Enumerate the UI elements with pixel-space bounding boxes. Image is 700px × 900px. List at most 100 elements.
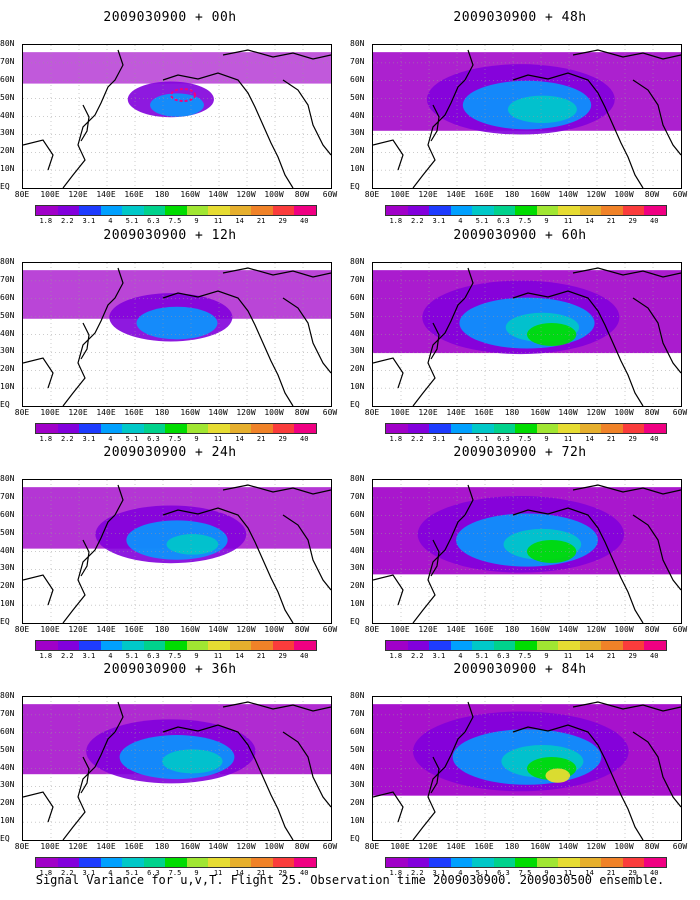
longitude-label: 140W [208,625,228,634]
latitude-label: 60N [350,509,365,519]
latitude-label: 40N [350,545,365,555]
colorbar-label: 14 [585,869,594,877]
colorbar-label: 29 [278,435,287,443]
panel-title: 2009030900 + 72h [453,445,587,460]
map-area [372,262,682,407]
colorbar-label: 4 [108,869,113,877]
longitude-label: 180 [504,190,520,199]
colorbar-swatch [579,206,602,215]
latitude-label: EQ [350,182,360,191]
colorbar-swatch [622,206,645,215]
latitude-label: 60N [350,726,365,736]
colorbar-label: 29 [628,869,637,877]
variance-field [373,263,681,406]
latitude-label: 20N [0,581,15,591]
latitude-label: 10N [350,816,365,826]
latitude-label: 20N [350,364,365,374]
map-panel-p60: 2009030900 + 60h 80N 70N 60N 50N 40N 30N 20N 10… [350,228,690,443]
latitude-label: 70N [0,708,15,718]
latitude-label: 70N [0,274,15,284]
longitude-label: 180 [154,408,170,417]
colorbar-swatch [386,858,408,867]
colorbar-label: 3.1 [82,435,96,443]
colorbar-swatch [186,641,209,650]
colorbar-label: 29 [628,217,637,225]
colorbar-label: 5.1 [125,435,139,443]
colorbar-label: 3.1 [82,217,96,225]
colorbar-swatch [229,641,252,650]
latitude-label: 30N [0,563,15,573]
colorbar-swatch [79,641,101,650]
colorbar-swatch [558,424,580,433]
latitude-label: 60N [0,509,15,519]
colorbar-label: 2.2 [410,435,424,443]
longitude-label: 120W [236,842,256,851]
colorbar-swatch [186,206,209,215]
latitude-label: 50N [0,92,15,102]
latitude-label: 20N [0,798,15,808]
latitude-label: 60N [0,726,15,736]
latitude-label: 30N [350,563,365,573]
colorbar [35,205,317,216]
latitude-label: EQ [0,182,10,191]
colorbar-label: 29 [278,652,287,660]
colorbar-label: 7.5 [168,869,182,877]
colorbar [35,423,317,434]
colorbar-swatch [407,206,430,215]
colorbar-label: 3.1 [82,869,96,877]
latitude-label: EQ [0,400,10,409]
colorbar-swatch [450,424,473,433]
latitude-label: 80N [350,257,365,266]
colorbar-swatch [272,424,295,433]
colorbar-swatch [208,641,230,650]
colorbar-swatch [57,641,80,650]
colorbar-swatch [79,424,101,433]
colorbar-swatch [122,641,144,650]
colorbar-swatch [36,858,58,867]
map-area [22,262,332,407]
longitude-label: 120E [418,190,438,199]
panel-title: 2009030900 + 00h [103,10,237,25]
colorbar-label: 5.1 [475,869,489,877]
colorbar-label: 21 [606,652,616,660]
colorbar-label: 9 [194,217,199,225]
colorbar-swatch [165,641,187,650]
latitude-label: EQ [350,617,360,626]
colorbar-label: 6.3 [147,217,160,225]
latitude-label: 60N [0,74,15,84]
colorbar-label: 7.5 [518,217,532,225]
latitude-label: EQ [0,617,10,626]
colorbar-swatch [472,424,494,433]
colorbar-swatch [429,424,451,433]
colorbar-label: 21 [256,217,266,225]
variance-field [23,697,331,840]
colorbar-label: 14 [235,435,244,443]
latitude-label: 10N [0,816,15,826]
colorbar-swatch [622,424,645,433]
colorbar-swatch [208,858,230,867]
colorbar-swatch [472,858,494,867]
longitude-label: 140W [208,190,228,199]
colorbar [385,205,667,216]
latitude-label: 50N [0,310,15,320]
longitude-label: 100W [264,190,284,199]
longitude-label: 80W [644,842,660,851]
panel-title: 2009030900 + 24h [103,445,237,460]
latitude-label: 80N [350,691,365,700]
colorbar-swatch [165,424,187,433]
longitude-label: 140E [96,190,116,199]
colorbar-label: 4 [458,652,463,660]
colorbar-swatch [429,858,451,867]
map-panel-p72: 2009030900 + 72h 80N 70N 60N 50N 40N 30N 20N 10… [350,445,690,660]
longitude-label: 100W [614,625,634,634]
longitude-label: 120E [68,842,88,851]
colorbar-swatch [579,424,602,433]
longitude-label: 100W [614,842,634,851]
colorbar-swatch [558,206,580,215]
colorbar-swatch [251,858,273,867]
colorbar-swatch [79,206,101,215]
colorbar-swatch [122,206,144,215]
latitude-label: EQ [350,400,360,409]
longitude-label: 160E [474,408,494,417]
colorbar-swatch [143,641,166,650]
